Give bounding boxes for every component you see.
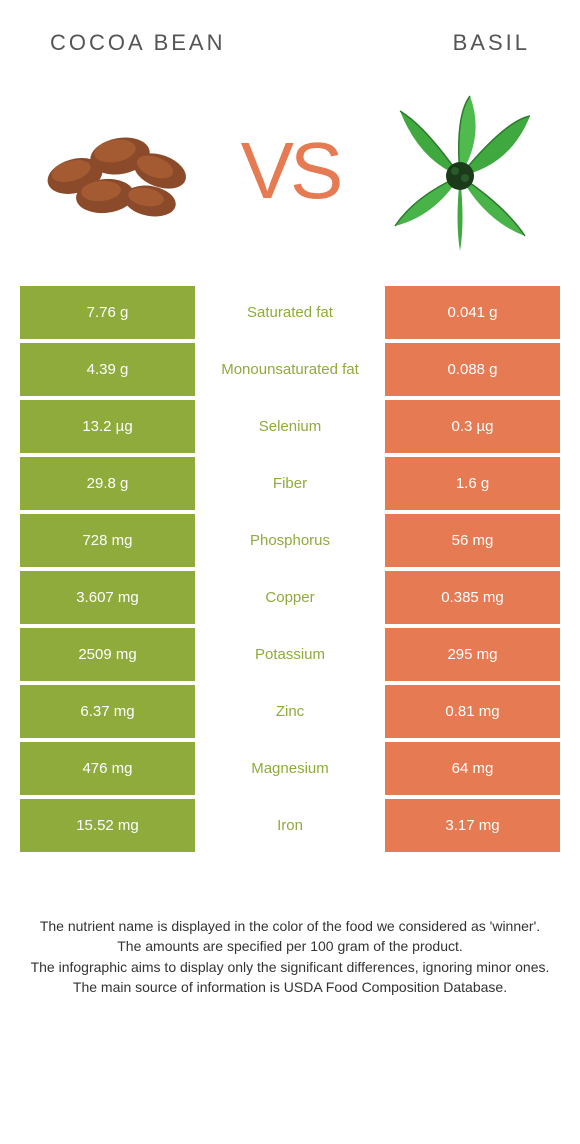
right-value: 64 mg	[385, 742, 560, 795]
nutrient-label: Zinc	[195, 685, 385, 738]
table-row: 728 mgPhosphorus56 mg	[20, 514, 560, 567]
table-row: 4.39 gMonounsaturated fat0.088 g	[20, 343, 560, 396]
table-row: 2509 mgPotassium295 mg	[20, 628, 560, 681]
table-row: 15.52 mgIron3.17 mg	[20, 799, 560, 852]
left-value: 29.8 g	[20, 457, 195, 510]
footer-line: The nutrient name is displayed in the co…	[30, 916, 550, 936]
footer-line: The amounts are specified per 100 gram o…	[30, 936, 550, 956]
left-value: 15.52 mg	[20, 799, 195, 852]
right-value: 0.041 g	[385, 286, 560, 339]
footer-notes: The nutrient name is displayed in the co…	[0, 856, 580, 1017]
left-value: 3.607 mg	[20, 571, 195, 624]
nutrient-label: Monounsaturated fat	[195, 343, 385, 396]
nutrient-label: Fiber	[195, 457, 385, 510]
table-row: 6.37 mgZinc0.81 mg	[20, 685, 560, 738]
table-row: 29.8 gFiber1.6 g	[20, 457, 560, 510]
right-value: 0.81 mg	[385, 685, 560, 738]
left-value: 13.2 µg	[20, 400, 195, 453]
table-row: 3.607 mgCopper0.385 mg	[20, 571, 560, 624]
table-row: 7.76 gSaturated fat0.041 g	[20, 286, 560, 339]
right-value: 0.385 mg	[385, 571, 560, 624]
left-value: 2509 mg	[20, 628, 195, 681]
right-value: 1.6 g	[385, 457, 560, 510]
vs-label: VS	[241, 125, 340, 217]
footer-line: The infographic aims to display only the…	[30, 957, 550, 977]
cocoa-bean-image	[30, 81, 210, 261]
header: Cocoa bean Basil	[0, 0, 580, 66]
left-food-title: Cocoa bean	[50, 30, 225, 56]
table-row: 476 mgMagnesium64 mg	[20, 742, 560, 795]
left-value: 6.37 mg	[20, 685, 195, 738]
right-value: 3.17 mg	[385, 799, 560, 852]
nutrient-label: Copper	[195, 571, 385, 624]
right-value: 0.088 g	[385, 343, 560, 396]
footer-line: The main source of information is USDA F…	[30, 977, 550, 997]
left-value: 728 mg	[20, 514, 195, 567]
images-row: VS	[0, 66, 580, 286]
left-value: 4.39 g	[20, 343, 195, 396]
nutrient-table: 7.76 gSaturated fat0.041 g4.39 gMonounsa…	[0, 286, 580, 852]
nutrient-label: Potassium	[195, 628, 385, 681]
nutrient-label: Magnesium	[195, 742, 385, 795]
right-value: 56 mg	[385, 514, 560, 567]
right-value: 0.3 µg	[385, 400, 560, 453]
nutrient-label: Saturated fat	[195, 286, 385, 339]
nutrient-label: Iron	[195, 799, 385, 852]
table-row: 13.2 µgSelenium0.3 µg	[20, 400, 560, 453]
right-food-title: Basil	[453, 30, 530, 56]
left-value: 7.76 g	[20, 286, 195, 339]
nutrient-label: Selenium	[195, 400, 385, 453]
left-value: 476 mg	[20, 742, 195, 795]
nutrient-label: Phosphorus	[195, 514, 385, 567]
basil-image	[370, 81, 550, 261]
right-value: 295 mg	[385, 628, 560, 681]
